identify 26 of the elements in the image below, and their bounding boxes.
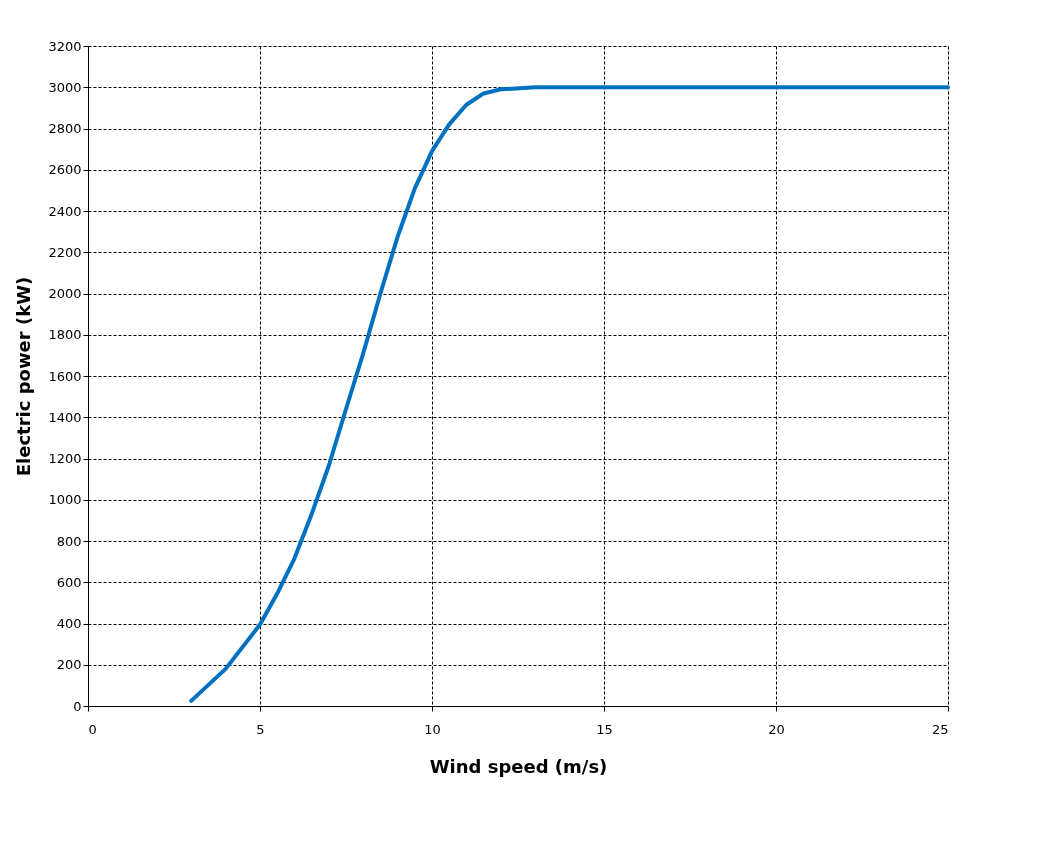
x-axis-title: Wind speed (m/s) — [429, 755, 608, 777]
x-tick-label: 0 — [88, 721, 97, 737]
x-tick-label: 15 — [596, 721, 613, 737]
y-tick-label: 2000 — [48, 286, 82, 301]
y-tick-label: 1200 — [48, 451, 82, 466]
y-tick-label: 2200 — [48, 244, 82, 260]
y-axis-title: Electric power (kW) — [13, 276, 35, 477]
line-series — [189, 85, 950, 703]
x-tick-label: 20 — [768, 721, 785, 737]
x-tick-label: 10 — [424, 721, 441, 737]
y-tick-label: 200 — [56, 657, 82, 673]
y-tick-label: 3000 — [48, 79, 82, 95]
x-tick-label: 25 — [931, 721, 949, 737]
y-tick-label: 0 — [73, 698, 82, 714]
y-tick-label: 2400 — [48, 203, 82, 219]
y-tick-label: 1800 — [48, 327, 82, 343]
y-tick-label: 400 — [56, 616, 82, 631]
y-tick-label: 3200 — [48, 38, 82, 54]
y-tick-label: 1400 — [48, 409, 82, 425]
y-tick-label: 600 — [56, 574, 82, 590]
x-tick-label: 5 — [256, 721, 265, 737]
y-tick-label: 800 — [56, 533, 82, 549]
y-tick-label: 1000 — [48, 492, 82, 508]
y-tick-label: 2600 — [48, 162, 82, 178]
y-tick-label: 2800 — [48, 121, 82, 136]
y-tick-label: 1600 — [48, 368, 82, 384]
